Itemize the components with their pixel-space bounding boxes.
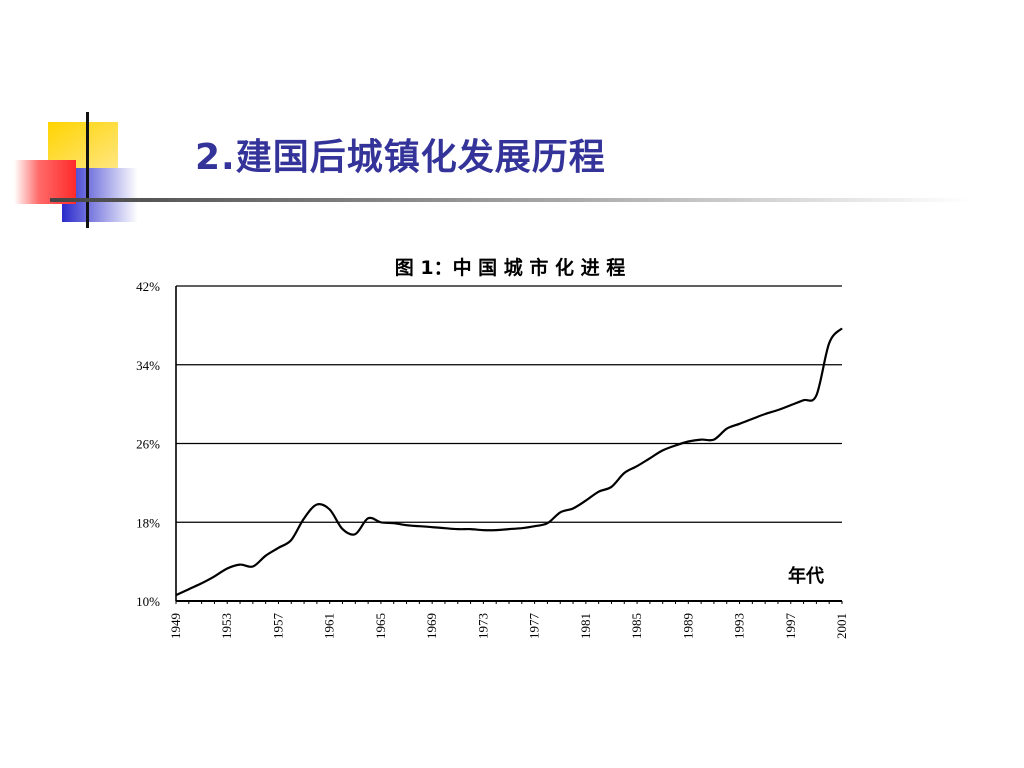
x-axis-label: 年代 xyxy=(788,565,824,587)
x-tick-label: 1961 xyxy=(322,613,337,639)
x-tick-label: 1953 xyxy=(219,613,234,639)
x-tick-label: 1981 xyxy=(578,613,593,639)
x-tick-label: 1969 xyxy=(424,613,439,639)
x-tick-label: 1965 xyxy=(373,613,388,639)
x-tick-label: 1993 xyxy=(732,613,747,639)
x-tick-label: 1957 xyxy=(270,613,285,640)
y-tick-label: 42% xyxy=(136,279,160,294)
x-tick-label: 1949 xyxy=(168,613,183,639)
y-tick-label: 26% xyxy=(136,437,160,452)
series-line xyxy=(175,327,843,597)
x-tick-label: 1985 xyxy=(629,613,644,639)
title-underline xyxy=(50,198,970,202)
slide-title: 2.建国后城镇化发展历程 xyxy=(195,137,606,178)
x-tick-label: 2001 xyxy=(834,613,849,639)
x-tick-label: 1997 xyxy=(783,613,798,640)
y-tick-label: 18% xyxy=(136,515,160,530)
x-tick-label: 1977 xyxy=(527,613,542,640)
chart-title: 图 1：中 国 城 市 化 进 程 xyxy=(395,256,626,279)
y-tick-label: 34% xyxy=(136,358,160,373)
x-tick-label: 1989 xyxy=(680,613,695,639)
y-tick-label: 10% xyxy=(136,594,160,609)
x-tick-label: 1973 xyxy=(475,613,490,639)
accent-red-bar xyxy=(14,160,76,204)
accent-vertical-line xyxy=(86,112,89,228)
